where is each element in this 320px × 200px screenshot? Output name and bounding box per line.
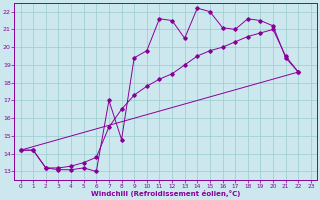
X-axis label: Windchill (Refroidissement éolien,°C): Windchill (Refroidissement éolien,°C): [91, 190, 240, 197]
